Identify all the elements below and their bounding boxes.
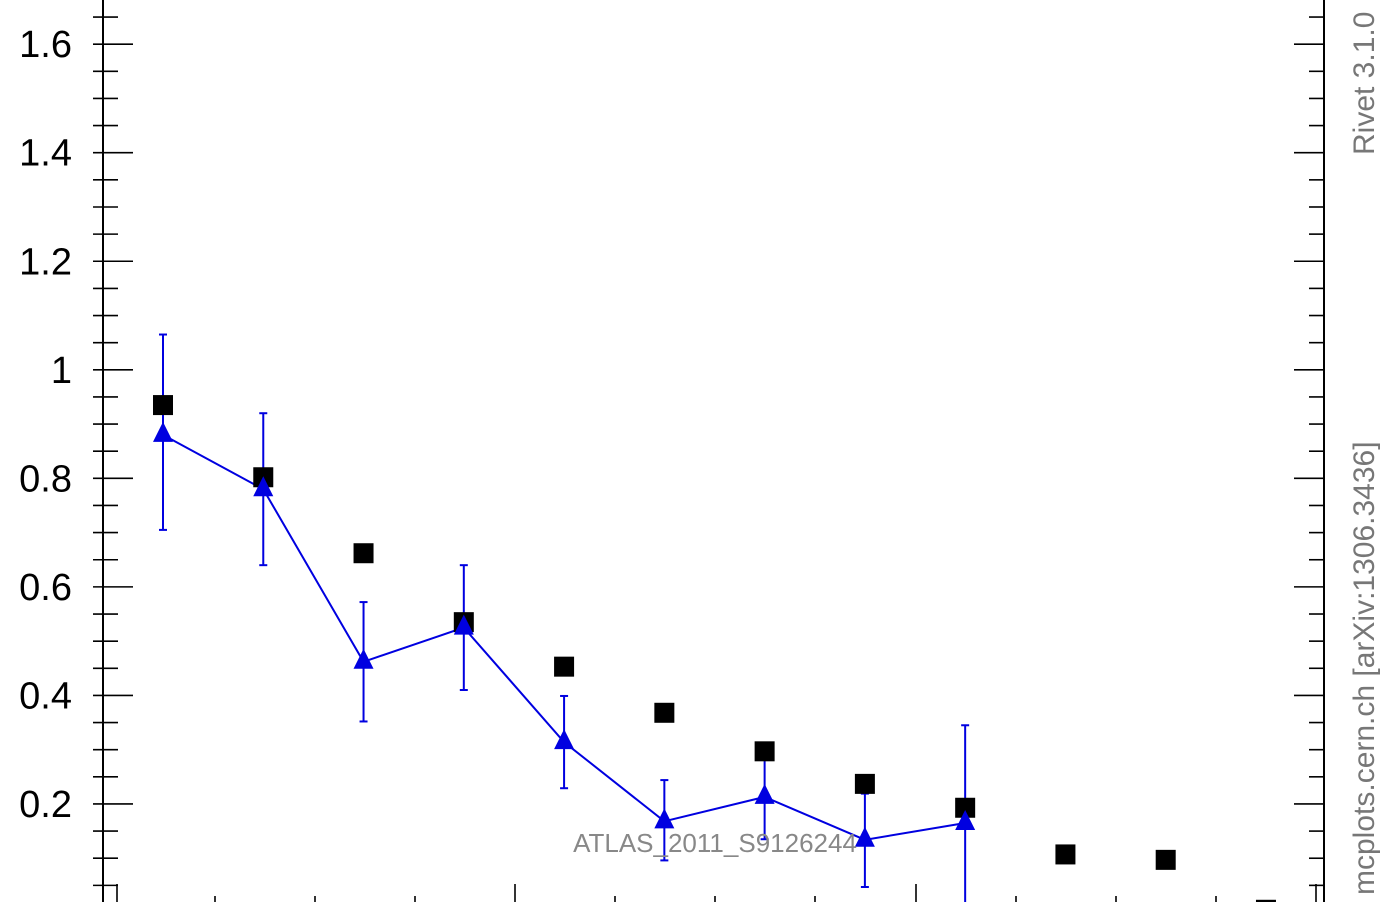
data-point-triangle — [955, 809, 976, 830]
error-bars — [159, 333, 970, 902]
data-point-triangle — [353, 648, 374, 669]
data-point-square — [1055, 844, 1076, 865]
data-point-square — [854, 773, 875, 794]
rivet-version-label: Rivet 3.1.0 — [1348, 12, 1380, 155]
y-ticks: 0.2 0.4 0.6 0.8 1 1.2 1.4 1.6 — [19, 16, 1324, 887]
data-point-square — [554, 656, 575, 677]
data-point-square — [1155, 849, 1176, 870]
y-tick-label: 0.6 — [19, 567, 72, 609]
y-tick-label: 1.2 — [19, 241, 72, 283]
data-point-triangle — [754, 783, 775, 804]
data-point-square — [353, 543, 374, 564]
data-point-triangle — [153, 421, 173, 442]
data-point-square — [955, 797, 976, 818]
axes — [102, 0, 1325, 902]
data-points — [153, 395, 1276, 902]
data-point-square — [1255, 899, 1276, 902]
data-point-triangle — [253, 476, 274, 497]
y-tick-label: 1.6 — [19, 24, 72, 66]
analysis-label: ATLAS_2011_S9126244 — [573, 828, 857, 858]
y-tick-label: 0.8 — [19, 458, 72, 500]
y-tick-label: 0.4 — [19, 675, 72, 717]
y-tick-label: 1 — [51, 350, 72, 392]
y-tick-label: 0.2 — [19, 784, 72, 826]
data-point-triangle — [453, 614, 474, 635]
mcplots-source-label: mcplots.cern.ch [arXiv:1306.3436] — [1348, 441, 1380, 895]
data-point-triangle — [554, 729, 575, 750]
data-point-triangle — [654, 808, 675, 829]
y-tick-label: 1.4 — [19, 133, 72, 175]
data-point-square — [153, 395, 173, 416]
data-point-square — [754, 741, 775, 762]
x-ticks — [116, 884, 1317, 902]
data-point-triangle — [854, 826, 875, 847]
data-point-square — [654, 702, 675, 723]
